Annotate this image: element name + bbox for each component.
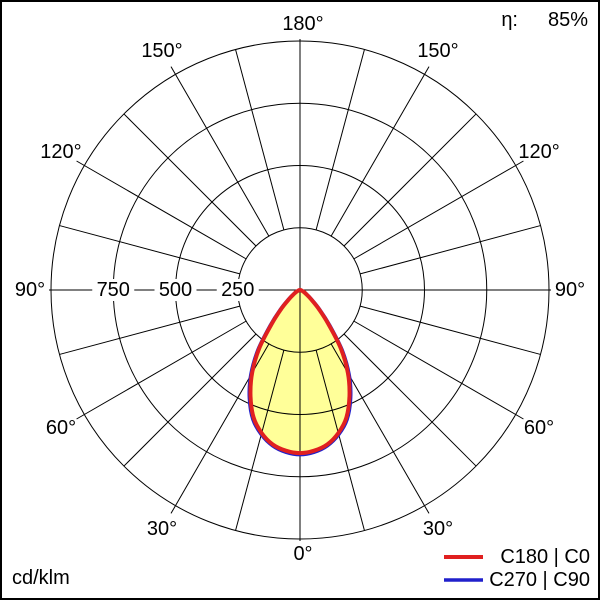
angle-label: 90° [555,279,585,301]
legend-label: C180 | C0 [500,546,590,568]
angle-spoke [353,160,524,260]
angle-spoke [359,305,541,355]
angle-spoke [343,333,477,467]
angle-label: 60° [46,417,76,439]
ring-label-mask [216,279,259,301]
intensity-curve-layer [247,288,353,457]
angle-spoke [315,349,365,531]
angle-spoke [76,320,247,420]
angle-spoke [59,305,241,355]
angle-label: 150° [417,40,458,62]
angle-label: 90° [15,279,45,301]
ring-label: 750 [97,279,130,301]
angle-spoke [343,113,477,247]
angle-label: 120° [518,141,559,163]
angle-spoke [235,349,285,531]
angle-label-layer: 0° 30° 30° 60° 60° 90° 90° 120° 120° 150° 150° 180° [15,13,585,565]
angle-spoke [235,49,285,231]
ring-label-mask [154,279,197,301]
ring-label-layer: 250 500 750 [92,279,259,301]
unit-label: cd/klm [12,567,70,589]
angle-spoke [59,225,241,275]
legend-label: C270 | C90 [489,569,590,591]
ring-label: 500 [159,279,192,301]
angle-spoke [315,49,365,231]
polar-grid-layer [49,39,551,541]
angle-spoke [330,66,430,237]
angle-label: 180° [282,13,323,35]
efficiency-value: 85% [548,9,588,31]
angle-label: 0° [293,543,312,565]
ring-label-mask [92,279,135,301]
angle-label: 30° [423,518,453,540]
efficiency-symbol: η: [501,9,518,31]
c180-c0-curve [248,288,352,456]
angle-label: 120° [40,141,81,163]
angle-spoke [76,160,247,260]
angle-label: 60° [524,417,554,439]
angle-spoke [170,66,270,237]
angle-spoke [359,225,541,275]
angle-spoke [123,333,257,467]
angle-label: 30° [147,518,177,540]
ring-label: 250 [221,279,254,301]
angle-label: 150° [141,40,182,62]
angle-spoke [353,320,524,420]
angle-spoke [123,113,257,247]
